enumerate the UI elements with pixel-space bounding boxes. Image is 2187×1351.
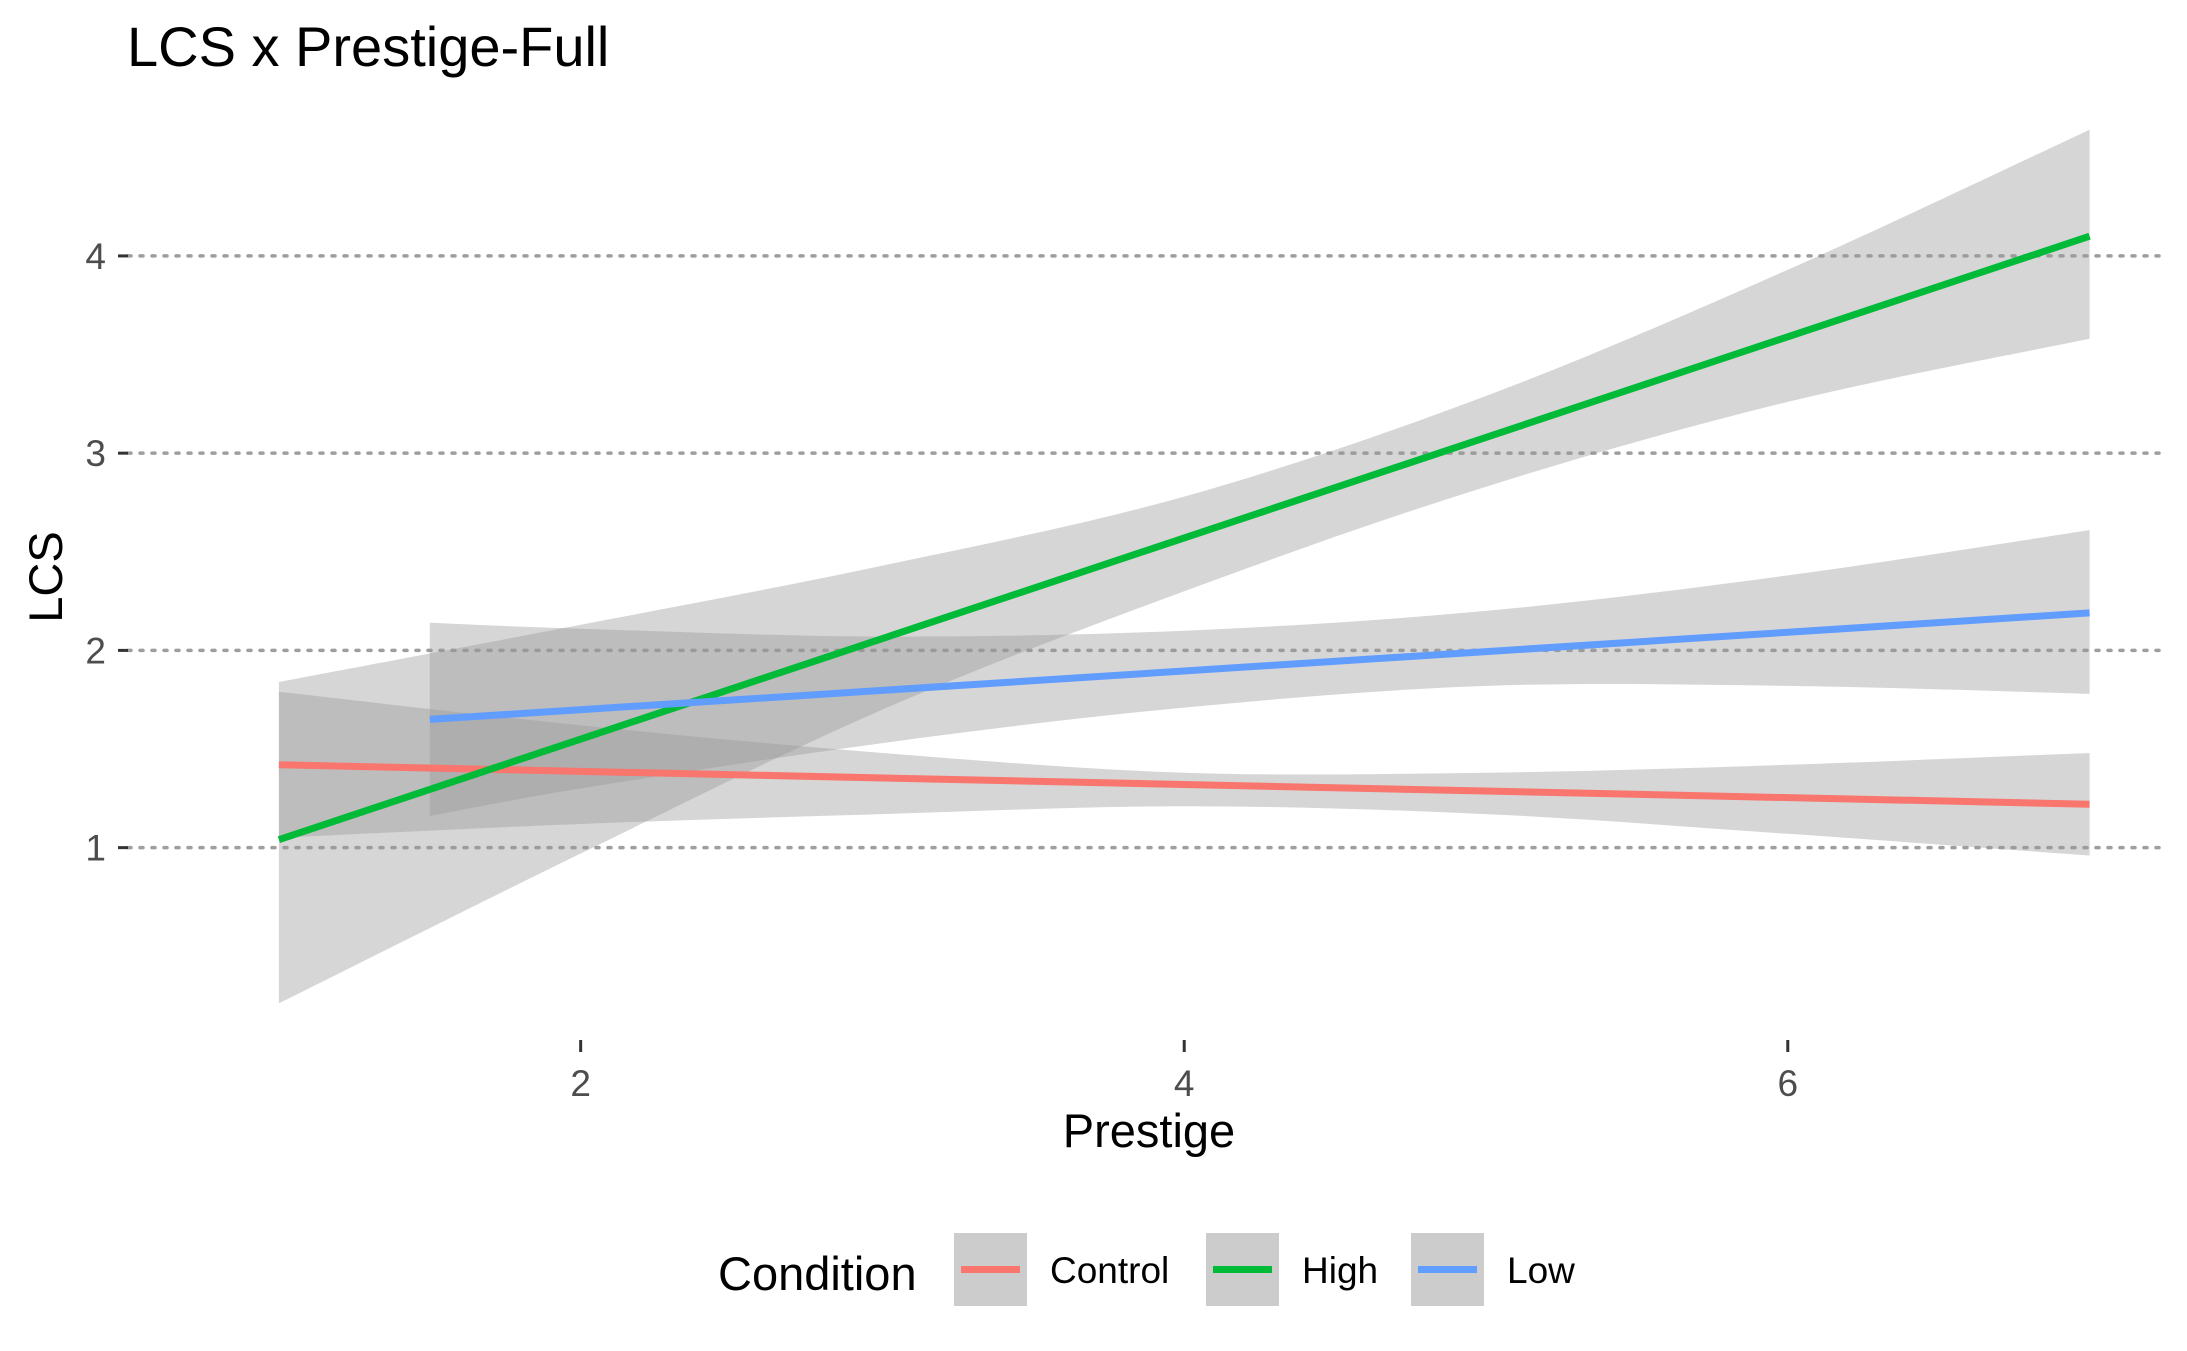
y-gridlines: [126, 254, 2167, 850]
legend-label-high: High: [1302, 1250, 1378, 1291]
series-line-high: [277, 232, 2091, 844]
y-tick-label: 3: [85, 433, 106, 474]
ci-ribbon-high: [278, 129, 2090, 1004]
x-tick-label: 4: [1174, 1063, 1195, 1104]
y-tick-label: 1: [85, 828, 106, 869]
ci-ribbon-low: [429, 530, 2090, 817]
series-line-low: [429, 609, 2090, 723]
series-line-control: [278, 761, 2090, 808]
x-tick-label: 2: [570, 1063, 591, 1104]
y-axis: 1 2 3 4: [85, 236, 128, 869]
ci-ribbon-control: [278, 691, 2090, 856]
y-axis-title: LCS: [19, 531, 72, 622]
legend-title: Condition: [718, 1247, 917, 1300]
y-tick-label: 2: [85, 630, 106, 671]
series-lines: [277, 232, 2091, 844]
y-tick-label: 4: [85, 236, 106, 277]
x-axis: 2 4 6: [570, 1040, 1798, 1104]
legend-label-control: Control: [1050, 1250, 1169, 1291]
confidence-ribbons: [278, 129, 2090, 1004]
x-axis-title: Prestige: [1063, 1104, 1235, 1157]
legend-label-low: Low: [1507, 1250, 1575, 1291]
chart-title: LCS x Prestige-Full: [127, 15, 609, 78]
x-tick-label: 6: [1777, 1063, 1798, 1104]
legend: Condition Control High Low: [718, 1233, 1575, 1306]
